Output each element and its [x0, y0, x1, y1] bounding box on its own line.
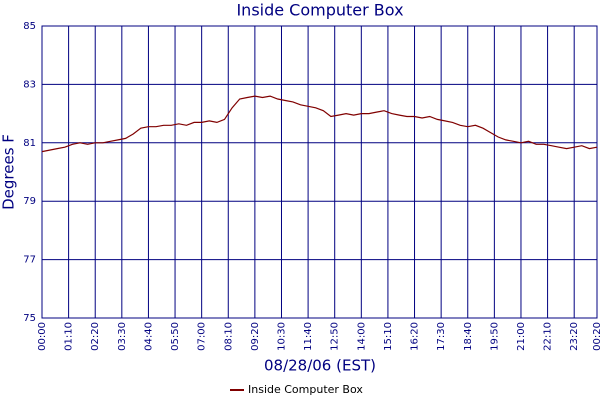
- x-tick-label: 18:40: [463, 322, 474, 351]
- x-tick-label: 03:30: [117, 322, 128, 351]
- y-tick-label: 75: [23, 313, 36, 324]
- x-tick-label: 09:20: [250, 322, 261, 351]
- x-tick-label: 17:30: [436, 322, 447, 351]
- x-tick-label: 21:00: [516, 322, 527, 351]
- x-tick-label: 07:00: [197, 322, 208, 351]
- x-tick-label: 23:20: [569, 322, 580, 351]
- data-line: [41, 95, 598, 153]
- x-tick-label: 05:50: [170, 322, 181, 351]
- x-tick-label: 16:20: [410, 322, 421, 351]
- plot-area: [41, 25, 598, 319]
- chart-title: Inside Computer Box: [236, 1, 403, 20]
- x-tick-label: 01:10: [64, 322, 75, 351]
- y-tick-label: 79: [23, 196, 36, 207]
- x-tick-label: 11:40: [303, 322, 314, 351]
- y-tick-label: 85: [23, 21, 36, 32]
- y-axis-label: Degrees F: [0, 134, 18, 210]
- x-tick-label: 00:20: [592, 322, 600, 351]
- x-tick-label: 19:50: [489, 322, 500, 351]
- legend-label: Inside Computer Box: [248, 383, 363, 396]
- y-tick-label: 83: [23, 79, 36, 90]
- x-tick-label: 12:50: [330, 322, 341, 351]
- x-tick-label: 02:20: [90, 322, 101, 351]
- x-tick-label: 00:00: [37, 322, 48, 351]
- x-tick-label: 14:00: [356, 322, 367, 351]
- y-tick-label: 77: [23, 255, 36, 266]
- x-axis-label: 08/28/06 (EST): [264, 357, 376, 375]
- x-tick-label: 15:10: [383, 322, 394, 351]
- x-tick-label: 22:10: [543, 322, 554, 351]
- y-tick-label: 81: [23, 138, 36, 149]
- x-tick-label: 04:40: [143, 322, 154, 351]
- x-tick-label: 10:30: [276, 322, 287, 351]
- x-tick-label: 08:10: [223, 322, 234, 351]
